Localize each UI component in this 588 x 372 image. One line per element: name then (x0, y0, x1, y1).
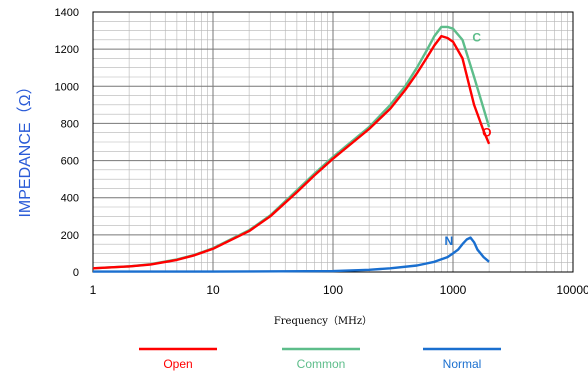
y-tick-label: 1000 (55, 81, 79, 93)
y-tick-label: 600 (61, 156, 79, 168)
y-axis-label: IMPEDANCE（Ω） (16, 78, 34, 217)
legend: Open Common Normal (139, 347, 501, 371)
y-tick-label: 0 (73, 267, 79, 279)
y-tick-label: 1200 (55, 44, 79, 56)
x-tick-label: 10 (206, 283, 220, 297)
legend-label-normal: Normal (443, 357, 482, 371)
series-tag-normal: N (445, 234, 454, 248)
x-tick-label: 100 (323, 283, 343, 297)
series-line-normal (93, 236, 490, 273)
series-line-common (92, 25, 491, 270)
legend-label-open: Open (163, 357, 192, 371)
legend-label-common: Common (297, 357, 346, 371)
series-tag-common: C (472, 31, 481, 45)
grid (92, 11, 574, 273)
x-tick-label: 1 (90, 283, 97, 297)
x-tick-label: 10000 (556, 283, 588, 297)
series-tag-open: O (482, 125, 491, 139)
y-tick-label: 400 (61, 193, 79, 205)
y-tick-labels: 0 200 400 600 800 1000 1200 1400 (55, 7, 79, 279)
x-tick-labels: 1 10 100 1000 10000 (90, 283, 588, 297)
x-tick-label: 1000 (440, 283, 467, 297)
x-axis-label: Frequency（MHz） (274, 315, 372, 327)
series-tags: O C N (445, 31, 492, 248)
series-line-open (92, 34, 491, 270)
series-lines (92, 25, 491, 273)
y-tick-label: 1400 (55, 7, 79, 19)
y-tick-label: 800 (61, 118, 79, 130)
y-tick-label: 200 (61, 230, 79, 242)
